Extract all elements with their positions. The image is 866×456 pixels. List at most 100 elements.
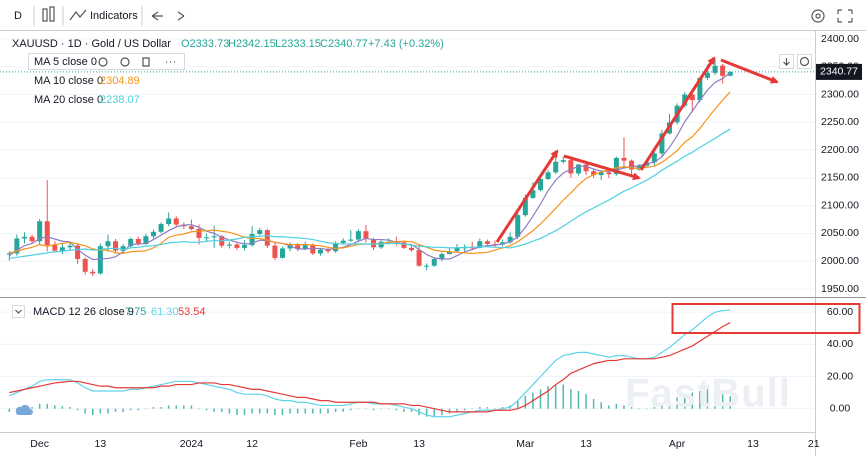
candle-body [158,224,164,232]
histogram-bar [8,408,11,412]
histogram-bar [92,408,94,416]
candle-body [97,246,103,274]
histogram-bar [357,408,360,410]
toolbar: D Indicators [0,6,866,31]
indicators-button[interactable]: Indicators [90,10,138,22]
candle-body [431,259,437,266]
candle-body [720,65,726,76]
candle-body [287,245,293,249]
histogram-bar [585,394,587,409]
legend-ma5[interactable]: MA 5 close 0 [34,56,97,68]
candle-body [446,251,452,254]
candle-body [439,254,445,259]
candle-body [166,218,172,224]
delete-icon[interactable] [142,57,150,67]
x-tick-label: 13 [747,438,759,450]
candle-body [727,71,733,76]
indicators-icon[interactable] [69,9,87,21]
redo-icon[interactable] [177,11,185,21]
histogram-bar [190,405,193,409]
candle-body [591,171,597,176]
histogram-bar [198,408,200,410]
x-tick-label: Dec [30,438,49,450]
histogram-bar [486,407,489,409]
ohlc-low: L2333.15 [275,38,321,50]
candle-body [302,245,308,249]
candle-body [128,239,134,247]
histogram-bar [380,408,382,410]
visibility-icon[interactable] [98,57,108,67]
y-tick-label: 2050.00 [821,227,859,239]
fullscreen-icon[interactable] [837,9,853,23]
settings-icon[interactable] [811,9,825,23]
chart-type-icon[interactable] [42,6,55,22]
candle-body [598,172,604,176]
histogram-bar [251,408,253,414]
histogram-bar [69,407,71,409]
ma-line [9,128,731,260]
histogram-bar [243,408,246,416]
candle-body [279,248,285,258]
candle-body [621,157,627,161]
candle-body [704,72,710,78]
histogram-bar [258,408,261,414]
undo-icon[interactable] [151,11,163,21]
histogram-bar [152,407,155,409]
candle-body [560,160,566,162]
candle-body [21,236,27,239]
histogram-bar [84,408,86,414]
macd-line [9,309,731,418]
candle-body [636,165,642,170]
candle-body [6,253,12,255]
histogram-bar [304,408,307,414]
candle-body [242,245,248,248]
plot-area [0,38,815,418]
candle-body [143,236,149,244]
candle-body [553,161,559,173]
candle-body [492,244,498,245]
x-tick-label: Mar [516,438,535,450]
histogram-bar [721,392,724,409]
collapse-button[interactable] [12,305,25,318]
histogram-bar [714,389,716,409]
candle-body [67,245,73,248]
legend-ma20-value: 2238.07 [100,94,140,106]
histogram-bar [61,406,64,409]
candle-body [606,172,612,174]
histogram-bar [623,405,625,409]
y-tick-label: 2000.00 [821,255,859,267]
histogram-bar [296,408,299,414]
change: +7.43 (+0.32%) [368,38,444,50]
candle-body [682,94,688,106]
histogram-bar [448,408,451,414]
candle-body [697,77,703,101]
histogram-bar [577,390,580,409]
y2-tick-label: 0.00 [830,402,851,414]
histogram-bar [129,408,132,411]
legend-ma10-value: 2304.89 [100,75,140,87]
candle-body [173,218,179,225]
histogram-bar [516,400,519,409]
macd-histogram [8,384,731,417]
settings-icon[interactable] [120,57,130,67]
candle-body [689,94,695,101]
reset-button[interactable] [797,54,812,69]
histogram-bar [410,408,413,412]
candle-body [226,244,232,246]
candle-body [44,221,50,246]
macd-line [9,322,731,413]
histogram-bar [676,397,678,409]
y-tick-label: 2400.00 [821,33,859,45]
candle-body [264,230,270,246]
interval-button[interactable]: D [14,10,22,22]
candle-body [507,236,513,243]
histogram-bar [289,408,291,414]
annotations [495,56,861,334]
histogram-bar [729,396,731,409]
candle-body [424,265,430,267]
histogram-bar [160,407,162,409]
histogram-bar [592,399,595,409]
scroll-icon [783,58,790,66]
histogram-bar [395,408,398,411]
histogram-bar [539,389,542,409]
